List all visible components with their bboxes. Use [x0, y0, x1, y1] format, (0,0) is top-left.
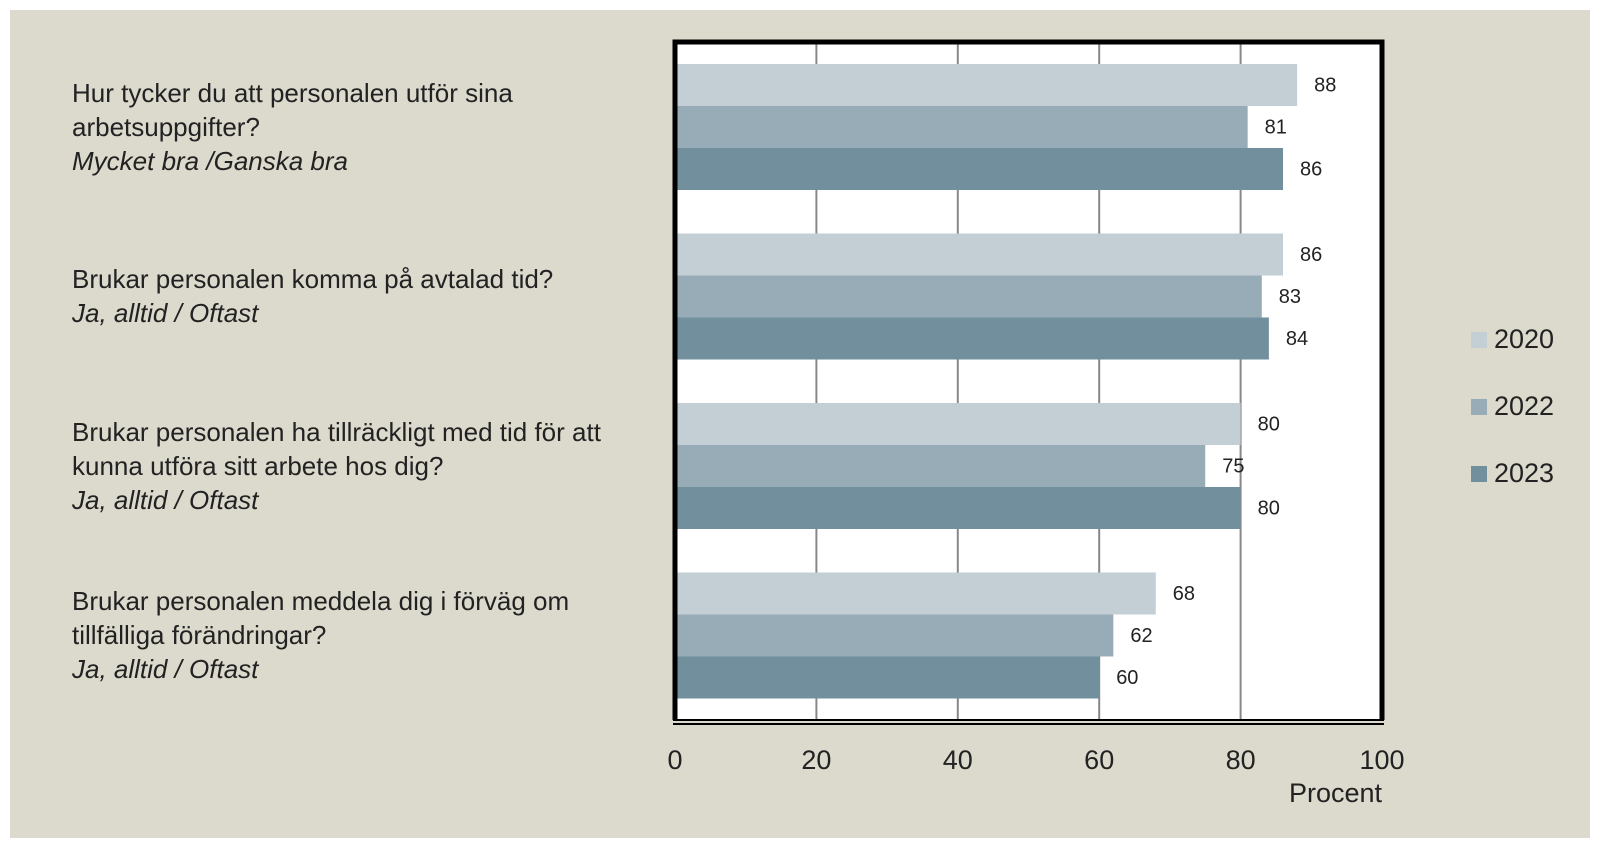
x-tick-label: 80	[1226, 745, 1256, 775]
bar	[675, 572, 1156, 615]
legend-label: 2020	[1494, 324, 1554, 354]
bar	[675, 487, 1241, 529]
x-axis-label: Procent	[1289, 778, 1383, 808]
plot-border	[672, 39, 1385, 720]
x-tick-label: 100	[1359, 745, 1404, 775]
answer: Ja, alltid / Oftast	[72, 484, 259, 515]
value-label: 84	[1286, 328, 1308, 350]
answer: Ja, alltid / Oftast	[72, 654, 259, 685]
value-label: 62	[1130, 625, 1152, 647]
value-label: 81	[1265, 116, 1287, 138]
x-tick-label: 40	[943, 745, 973, 775]
legend-label: 2022	[1494, 391, 1554, 421]
question: Brukar personalen meddela dig i förväg o…	[72, 586, 570, 651]
bar	[675, 233, 1284, 276]
question: Brukar personalen ha tillräckligt med ti…	[72, 416, 601, 481]
question: Brukar personalen komma på avtalad tid?	[72, 264, 554, 295]
value-label: 80	[1258, 413, 1280, 435]
bar	[675, 106, 1248, 148]
category-label: Hur tycker du att personalen utför sina …	[72, 76, 632, 178]
bar	[675, 445, 1206, 487]
bar	[675, 275, 1262, 318]
value-label: 88	[1314, 74, 1336, 96]
bar	[675, 614, 1114, 657]
legend-swatch	[1471, 399, 1487, 415]
value-label: 60	[1116, 667, 1138, 689]
bar	[675, 148, 1284, 190]
question: Hur tycker du att personalen utför sina …	[72, 77, 513, 142]
value-label: 68	[1173, 583, 1195, 605]
category-label: Brukar personalen ha tillräckligt med ti…	[72, 415, 632, 517]
value-label: 86	[1300, 158, 1322, 180]
x-tick-label: 60	[1084, 745, 1114, 775]
bar	[675, 317, 1269, 360]
x-tick-label: 20	[801, 745, 831, 775]
answer: Ja, alltid / Oftast	[72, 298, 259, 329]
bar	[675, 656, 1100, 699]
category-label: Brukar personalen komma på avtalad tid? J…	[72, 262, 632, 330]
value-label: 75	[1222, 455, 1244, 477]
category-label: Brukar personalen meddela dig i förväg o…	[72, 584, 632, 686]
answer: Mycket bra /Ganska bra	[72, 145, 348, 176]
legend-label: 2023	[1494, 458, 1554, 488]
value-label: 83	[1279, 286, 1301, 308]
legend-swatch	[1471, 332, 1487, 348]
bar	[675, 64, 1298, 106]
value-label: 86	[1300, 244, 1322, 266]
legend-swatch	[1471, 466, 1487, 482]
value-label: 80	[1258, 497, 1280, 519]
bar	[675, 403, 1241, 445]
x-tick-label: 0	[667, 745, 682, 775]
